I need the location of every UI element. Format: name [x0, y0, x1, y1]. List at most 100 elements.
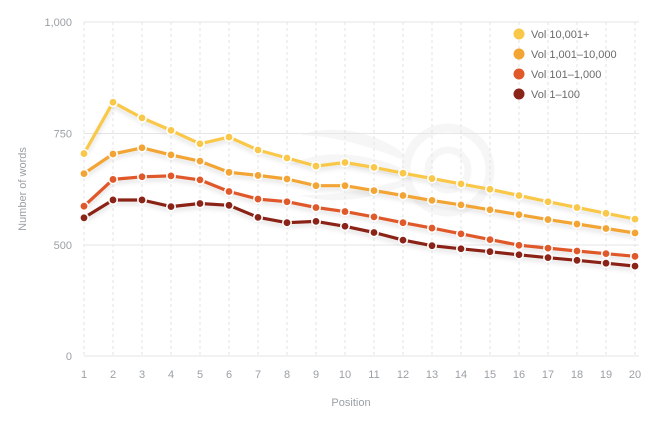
data-point	[600, 208, 611, 219]
data-point	[513, 190, 524, 201]
data-point	[368, 185, 379, 196]
data-point	[79, 212, 90, 223]
x-tick-label: 7	[255, 369, 261, 381]
data-point	[426, 223, 437, 234]
y-tick-label: 0	[66, 351, 72, 363]
data-point	[455, 199, 466, 210]
series-1	[79, 97, 640, 225]
data-point	[368, 211, 379, 222]
data-point	[513, 240, 524, 251]
legend: Vol 10,001+ Vol 1,001–10,000 Vol 101–1,000…	[513, 28, 617, 101]
data-point	[310, 180, 321, 191]
data-point	[368, 162, 379, 173]
x-tick-label: 3	[139, 369, 145, 381]
x-tick-label: 17	[542, 369, 554, 381]
data-point	[397, 235, 408, 246]
y-tick-label: 1,000	[44, 17, 72, 29]
data-point	[310, 161, 321, 172]
data-point	[253, 145, 264, 156]
data-point	[484, 234, 495, 245]
legend-label: Vol 1,001–10,000	[531, 49, 617, 61]
data-point	[281, 153, 292, 164]
x-axis: 1 2 3 4 5 6 7 8 9 10 11 12 13 14 15 16 17 18 19 20	[81, 369, 641, 381]
data-point	[600, 223, 611, 234]
series-4	[79, 194, 640, 272]
data-point	[253, 194, 264, 205]
data-point	[600, 258, 611, 269]
data-point	[224, 186, 235, 197]
legend-swatch	[513, 68, 525, 80]
data-point	[571, 202, 582, 213]
data-point	[195, 156, 206, 167]
data-point	[397, 190, 408, 201]
data-point	[455, 228, 466, 239]
x-tick-label: 18	[571, 369, 583, 381]
x-tick-label: 14	[455, 369, 467, 381]
data-point	[195, 138, 206, 149]
data-point	[542, 243, 553, 254]
data-point	[629, 214, 640, 225]
data-point	[455, 243, 466, 254]
data-point	[137, 171, 148, 182]
data-point	[571, 245, 582, 256]
data-point	[310, 216, 321, 227]
legend-label: Vol 101–1,000	[531, 69, 601, 81]
legend-item: Vol 1,001–10,000	[513, 48, 617, 61]
data-point	[281, 196, 292, 207]
legend-label: Vol 10,001+	[531, 29, 589, 41]
x-tick-label: 2	[110, 369, 116, 381]
x-tick-label: 20	[629, 369, 641, 381]
data-point	[166, 149, 177, 160]
data-point	[542, 214, 553, 225]
x-tick-label: 15	[484, 369, 496, 381]
data-point	[484, 246, 495, 257]
data-point	[79, 148, 90, 159]
x-tick-label: 1	[81, 369, 87, 381]
data-point	[571, 219, 582, 230]
data-point	[137, 194, 148, 205]
data-point	[137, 142, 148, 153]
y-axis: 0 500 750 1,000	[44, 17, 72, 363]
data-point	[542, 252, 553, 263]
data-point	[108, 194, 119, 205]
data-point	[310, 202, 321, 213]
data-point	[484, 204, 495, 215]
data-point	[166, 201, 177, 212]
x-tick-label: 5	[197, 369, 203, 381]
legend-swatch	[513, 48, 525, 60]
data-point	[339, 157, 350, 168]
watermark-logo	[290, 123, 495, 217]
data-point	[281, 173, 292, 184]
series-2	[79, 142, 640, 238]
data-point	[195, 174, 206, 185]
x-tick-label: 16	[513, 369, 525, 381]
data-point	[397, 168, 408, 179]
data-point	[253, 212, 264, 223]
x-tick-label: 19	[600, 369, 612, 381]
data-point	[571, 255, 582, 266]
y-tick-label: 500	[54, 240, 72, 252]
data-point	[339, 221, 350, 232]
data-point	[166, 125, 177, 136]
series-layer	[79, 97, 640, 272]
x-tick-label: 4	[168, 369, 174, 381]
data-point	[426, 195, 437, 206]
x-tick-label: 8	[284, 369, 290, 381]
data-point	[108, 174, 119, 185]
x-tick-label: 11	[368, 369, 379, 381]
data-point	[426, 240, 437, 251]
data-point	[368, 227, 379, 238]
data-point	[166, 170, 177, 181]
gridlines	[83, 21, 639, 357]
legend-item: Vol 10,001+	[513, 28, 589, 41]
x-tick-label: 10	[339, 369, 351, 381]
data-point	[224, 200, 235, 211]
x-axis-title: Position	[331, 397, 370, 409]
legend-item: Vol 101–1,000	[513, 68, 601, 81]
data-point	[79, 201, 90, 212]
data-point	[224, 167, 235, 178]
data-point	[253, 170, 264, 181]
data-point	[108, 149, 119, 160]
data-point	[137, 112, 148, 123]
